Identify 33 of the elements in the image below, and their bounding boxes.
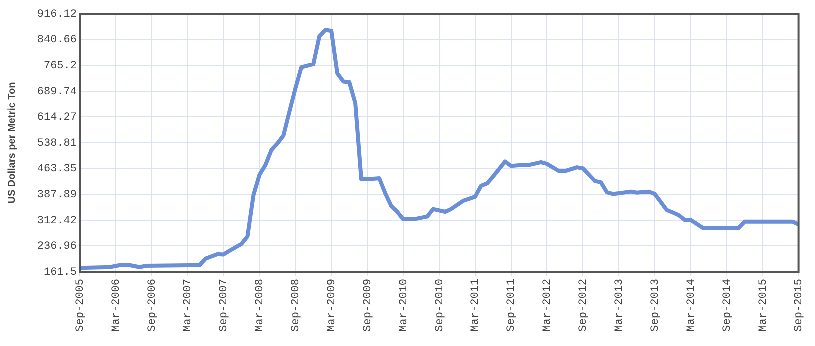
x-tick-label: Mar-2011 xyxy=(470,278,482,332)
y-tick-label: 236.96 xyxy=(37,241,77,254)
x-tick-label: Sep-2012 xyxy=(578,279,590,332)
x-tick-label: Mar-2010 xyxy=(398,279,410,332)
y-tick-label: 538.81 xyxy=(37,138,78,150)
y-tick-label: 840.66 xyxy=(37,34,77,47)
x-tick-label: Sep-2015 xyxy=(794,279,806,332)
x-tick-label: Sep-2013 xyxy=(650,279,662,332)
x-tick-label: Mar-2012 xyxy=(542,279,554,332)
y-tick-label: 916.12 xyxy=(37,8,77,21)
y-tick-label: 765.2 xyxy=(44,60,77,73)
y-tick-label: 312.42 xyxy=(37,215,77,228)
x-tick-label: Sep-2005 xyxy=(74,279,87,332)
x-tick-label: Sep-2009 xyxy=(362,279,374,332)
y-tick-label: 689.74 xyxy=(37,86,78,98)
x-tick-label: Mar-2006 xyxy=(110,279,123,332)
y-axis-title: US Dollars per Metric Ton xyxy=(6,82,18,204)
x-tick-label: Mar-2015 xyxy=(758,279,770,332)
x-tick-label: Sep-2010 xyxy=(434,279,446,332)
x-tick-label: Mar-2009 xyxy=(326,279,338,332)
x-tick-label: Sep-2011 xyxy=(506,278,518,332)
y-tick-label: 387.89 xyxy=(37,190,77,202)
x-tick-label: Sep-2006 xyxy=(146,279,159,332)
x-tick-label: Mar-2008 xyxy=(254,279,267,332)
x-tick-label: Sep-2014 xyxy=(722,278,734,332)
x-tick-label: Sep-2008 xyxy=(290,279,303,332)
x-tick-label: Sep-2007 xyxy=(218,279,231,332)
x-tick-label: Mar-2013 xyxy=(614,279,626,332)
x-tick-label: Mar-2007 xyxy=(182,279,195,332)
x-tick-label: Mar-2014 xyxy=(686,278,698,332)
y-tick-label: 161.5 xyxy=(44,266,77,279)
y-tick-label: 463.35 xyxy=(37,164,77,176)
y-tick-label: 614.27 xyxy=(37,112,77,124)
